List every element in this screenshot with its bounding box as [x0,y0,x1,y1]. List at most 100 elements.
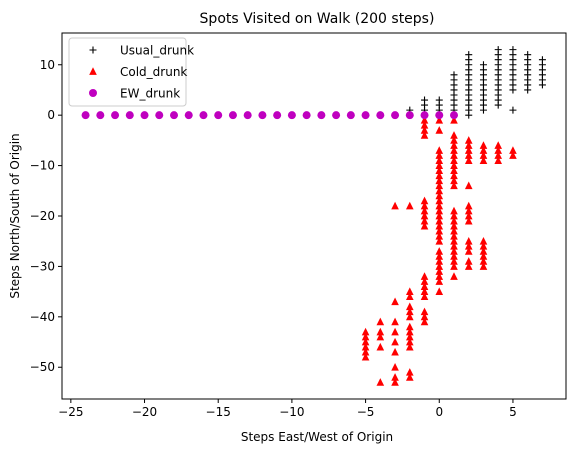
data-point [464,247,473,255]
data-point [435,181,444,190]
data-point [391,363,399,371]
data-point [494,151,503,159]
data-point [494,141,503,149]
data-point [450,151,458,159]
data-point [184,111,193,120]
data-point [421,96,429,104]
data-point [420,206,429,215]
x-tick-label: 0 [435,405,443,419]
data-point [435,252,444,260]
data-point [287,111,296,120]
data-point [435,116,444,124]
legend: Usual_drunk Cold_drunk EW_drunk [68,37,194,107]
data-point [479,237,488,245]
data-point [435,272,444,280]
data-point [435,196,444,205]
legend-label: Cold_drunk [120,65,187,79]
data-point [376,317,385,326]
data-point [450,252,458,260]
data-point [435,237,444,245]
data-point [405,368,414,376]
data-point [435,226,444,235]
data-point [435,257,444,265]
data-point [420,312,429,321]
data-point [317,111,326,120]
data-point [420,116,429,124]
y-tick-label: −20 [30,209,55,223]
data-point [420,287,429,296]
data-point [435,186,444,195]
data-point [391,111,400,120]
data-point [111,111,120,120]
data-point [479,247,488,255]
data-point [450,141,458,149]
data-point [96,111,105,120]
data-point [420,111,429,120]
data-point [391,297,399,306]
data-point [435,161,444,169]
series-ew-drunk [81,111,458,120]
data-point [464,216,473,225]
data-point [464,181,473,190]
chart-title: Spots Visited on Walk (200 steps) [200,11,435,27]
data-point [450,176,458,185]
data-point [450,237,458,245]
y-tick-label: −40 [30,310,55,324]
data-point [435,191,444,200]
data-point [405,312,414,321]
data-point [479,257,488,265]
legend-marker [89,46,97,54]
data-point [361,111,370,120]
data-point [170,111,178,120]
data-point [479,141,488,149]
data-point [405,332,414,341]
data-point [420,277,429,285]
data-point [405,287,414,296]
data-point [509,146,517,154]
data-point [435,111,444,120]
data-point [450,166,458,175]
data-point [509,46,517,54]
data-point [450,242,458,250]
data-point [391,201,399,210]
data-point [450,111,458,120]
data-point [464,146,473,154]
x-axis-label: Steps East/West of Origin [241,430,393,444]
data-point [435,126,444,134]
data-point [376,327,385,336]
data-point [155,111,164,120]
data-point [479,156,488,164]
data-point [376,378,385,386]
data-point [405,201,414,210]
data-point [450,226,458,235]
series-cold-drunk [361,116,517,386]
y-axis: 10 0 −10 −20 −30 −40 −50 [30,58,62,374]
data-point [420,221,429,230]
y-tick-label: 10 [40,58,55,72]
data-point [435,151,444,159]
data-point [464,141,473,149]
y-tick-label: −50 [30,360,55,374]
data-point [450,247,458,255]
data-point [494,146,503,154]
x-tick-label: 5 [509,405,517,419]
data-point [435,206,444,215]
data-point [420,126,429,134]
x-tick-label: −20 [132,405,157,419]
data-point [494,156,503,164]
data-point [125,111,134,120]
data-point [405,307,414,316]
data-point [361,332,370,341]
data-point [435,176,444,185]
data-point [391,347,399,356]
data-point [420,216,429,225]
data-point [524,51,532,59]
data-point [435,156,444,164]
data-point [243,111,252,120]
data-point [509,151,517,159]
data-point [140,111,149,120]
data-point [405,322,414,331]
data-point [435,287,444,296]
data-point [479,61,487,69]
data-point [405,111,414,120]
